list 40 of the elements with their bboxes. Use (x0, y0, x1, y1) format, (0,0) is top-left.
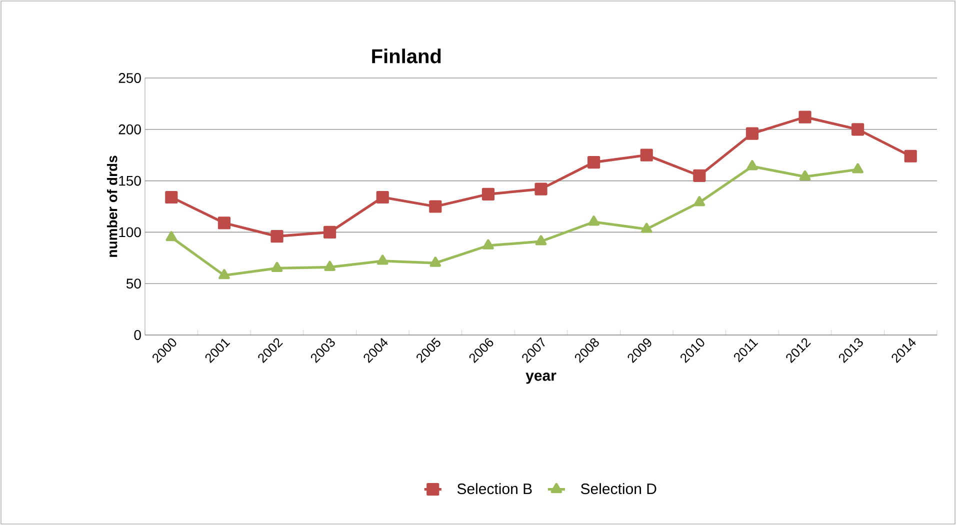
point (430, 256, 442, 267)
y-tick-label: 100 (119, 227, 141, 238)
point (588, 216, 600, 226)
point (166, 231, 178, 242)
point (324, 260, 336, 271)
point (798, 110, 812, 124)
point (852, 163, 864, 174)
point (218, 269, 230, 280)
y-tick-label: 0 (134, 330, 141, 340)
point (482, 239, 494, 250)
point (534, 182, 548, 196)
chart-title: Finland (372, 48, 441, 64)
point (376, 254, 388, 265)
point (746, 160, 758, 170)
y-tick-label: 150 (119, 176, 141, 186)
point (694, 196, 706, 206)
point (535, 235, 547, 246)
point (324, 226, 336, 238)
point (799, 170, 811, 180)
y-tick-label: 50 (126, 278, 141, 289)
point (746, 127, 759, 140)
legend-label: Selection D (580, 483, 656, 494)
y-tick-label: 200 (118, 124, 141, 134)
point (640, 222, 652, 233)
point (376, 190, 389, 204)
x-axis-title: year (526, 372, 556, 384)
point (165, 190, 178, 204)
legend-label: Selection B (457, 483, 532, 494)
point (588, 156, 600, 169)
point (482, 188, 495, 200)
point (693, 169, 706, 182)
point (904, 150, 917, 162)
point (852, 123, 864, 136)
y-tick-label: 250 (118, 73, 141, 83)
point (640, 148, 653, 162)
point (270, 230, 284, 243)
point (218, 216, 230, 230)
point (271, 262, 283, 272)
point (429, 200, 442, 213)
y-axis-title: number of drds (106, 156, 118, 257)
